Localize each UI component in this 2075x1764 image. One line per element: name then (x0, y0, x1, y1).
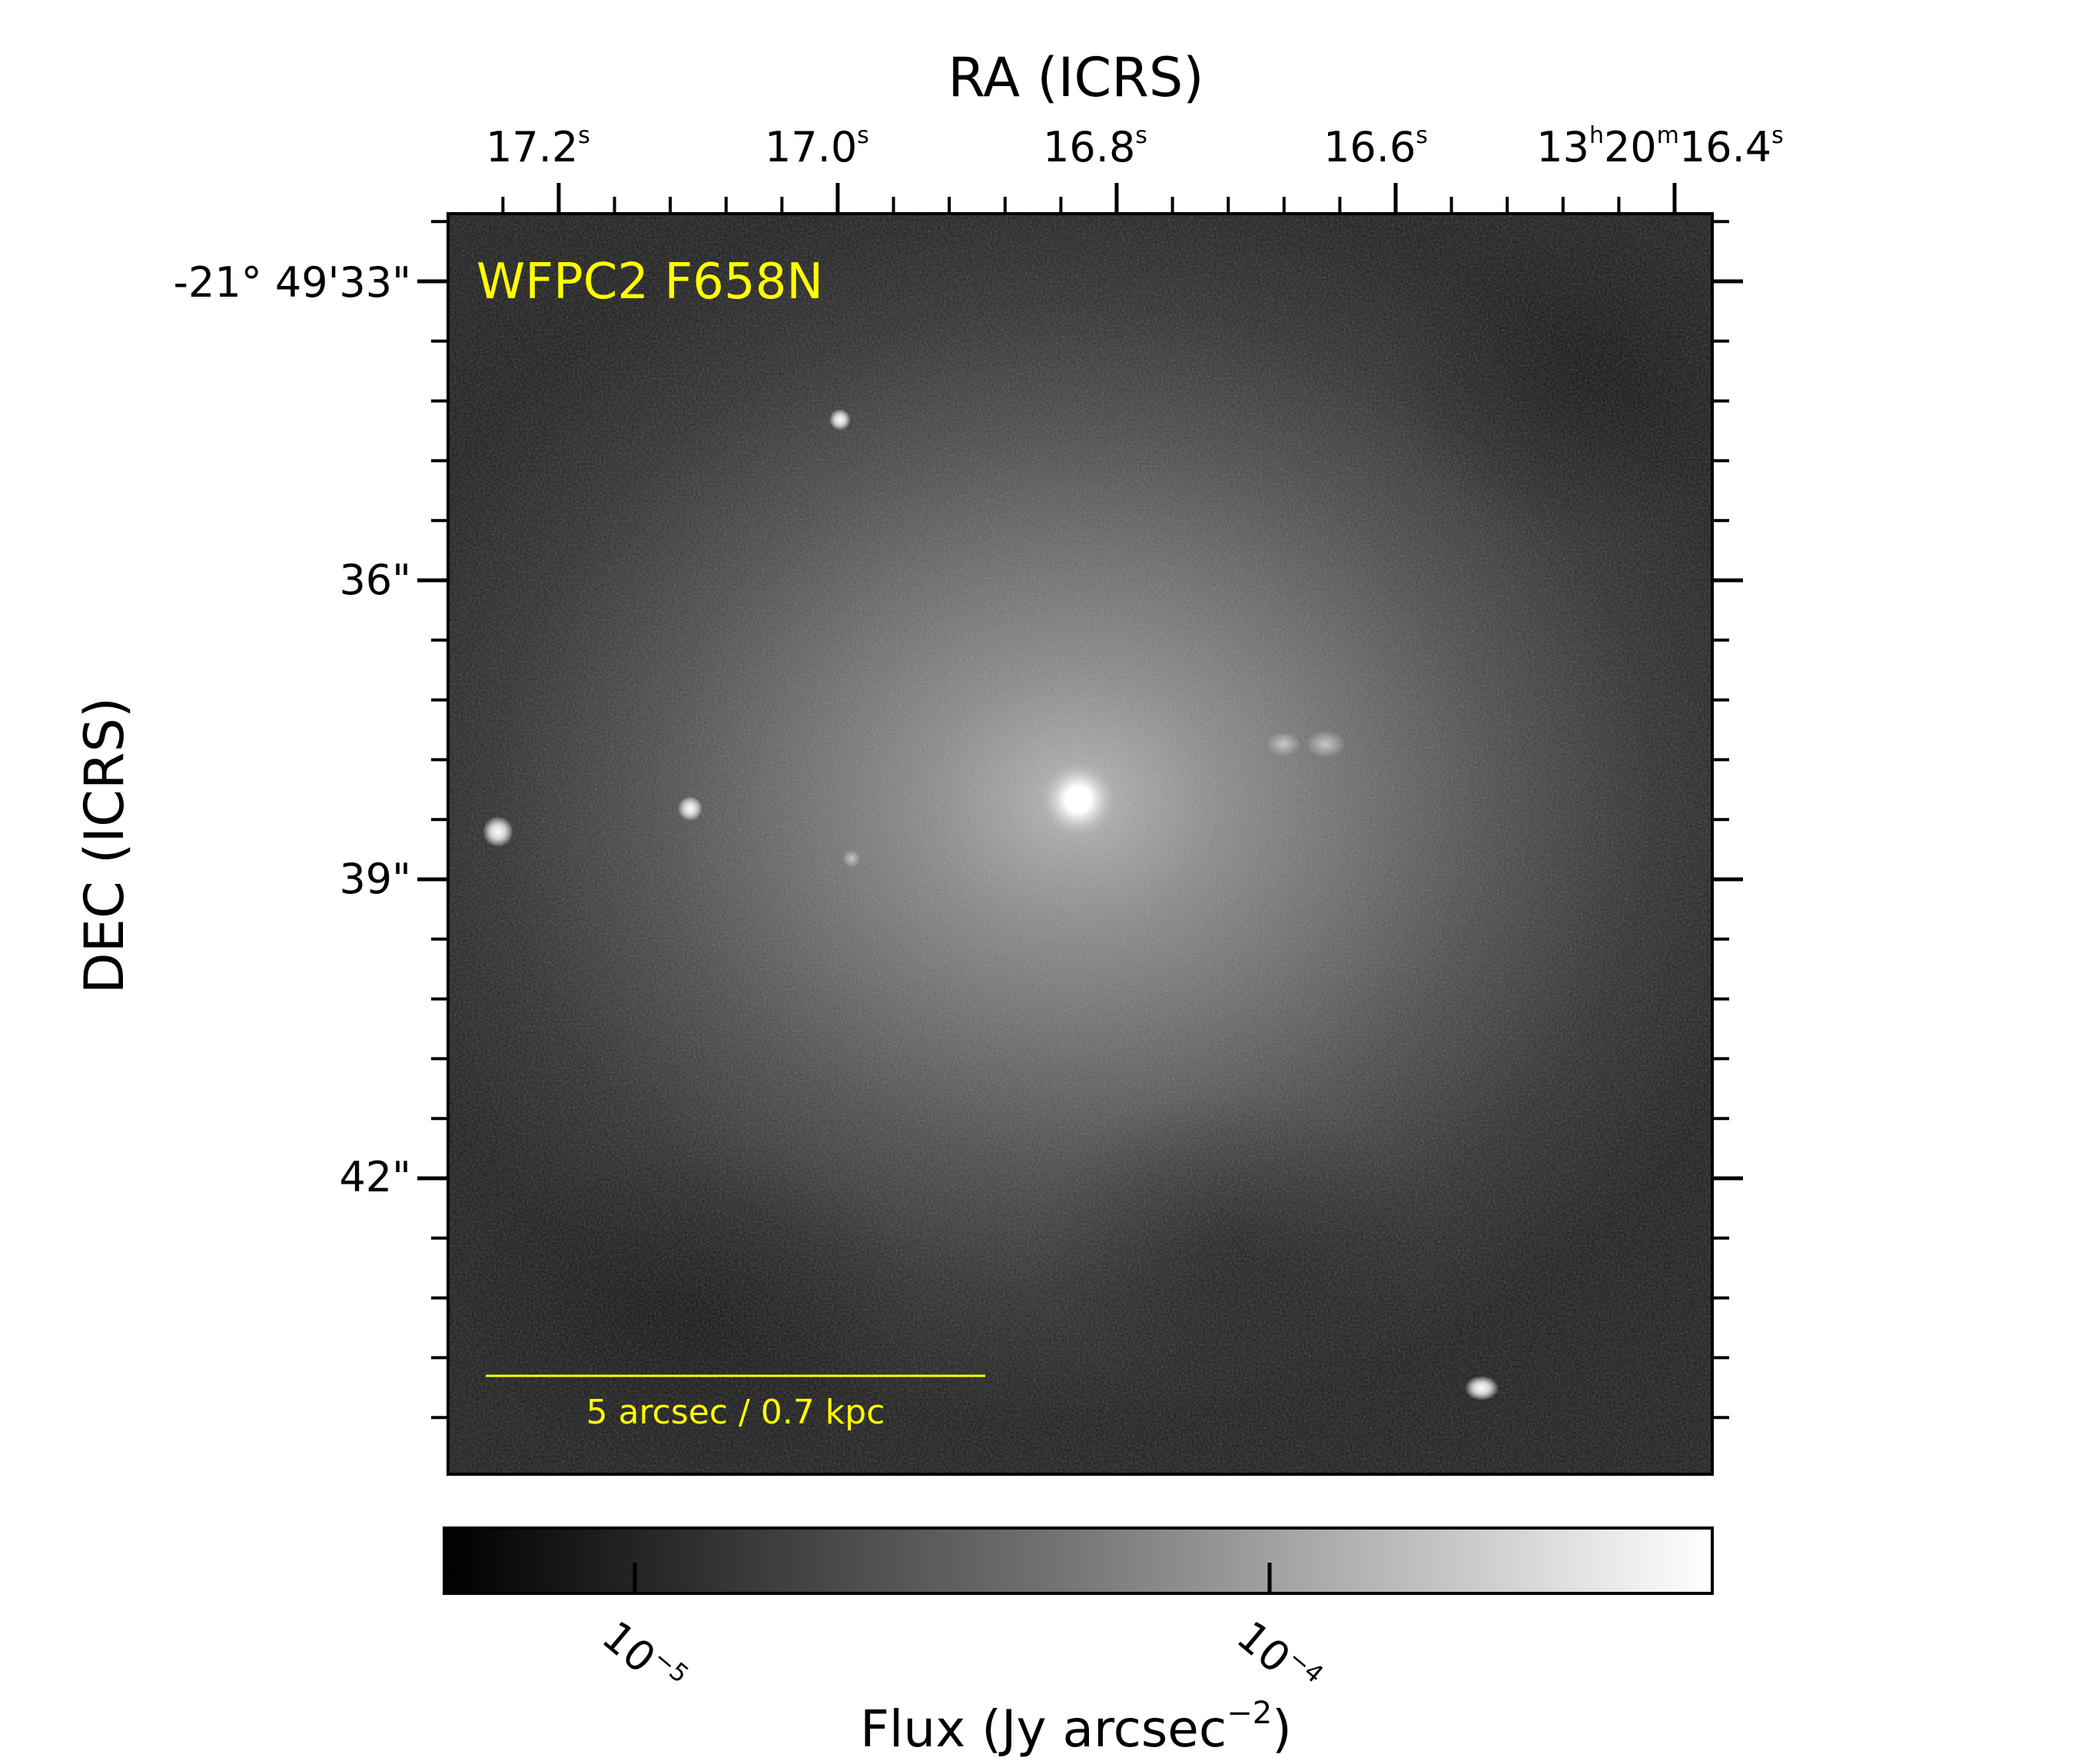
svg-text:10−5: 10−5 (593, 1610, 695, 1706)
colorbar-tick-label: 10−4 (1228, 1610, 1330, 1706)
y-axis-title: DEC (ICRS) (73, 697, 136, 994)
image-frame (447, 212, 1714, 1476)
x-axis-title: RA (ICRS) (948, 46, 1204, 109)
dec-tick-label: 36" (339, 556, 411, 604)
ra-tick-label: 16.6s (1323, 122, 1428, 171)
ra-tick-label: 17.2s (486, 122, 590, 171)
point-source (829, 409, 851, 430)
ra-tick-label: 17.0s (765, 122, 869, 171)
knot (1267, 732, 1300, 756)
ra-tick-labels: 17.2s 17.0s 16.8s 16.6s 13h20m16.4s (486, 122, 1784, 171)
nucleus (1041, 762, 1115, 836)
point-source (842, 849, 861, 868)
knot (1306, 730, 1346, 758)
dec-tick-labels: -21° 49'33" 36" 39" 42" (174, 258, 411, 1201)
dec-tick-label: 39" (339, 855, 411, 903)
colorbar (443, 1526, 1714, 1595)
point-source (678, 796, 702, 821)
ra-tick-label: 16.8s (1043, 122, 1147, 171)
colorbar-tick-label: 10−5 (593, 1610, 695, 1706)
dec-tick-label: -21° 49'33" (174, 258, 411, 307)
sky-image (448, 214, 1712, 1474)
colorbar-title: Flux (Jy arcsec−2) (860, 1696, 1292, 1759)
axis-ticks (417, 183, 1743, 1420)
point-source (483, 816, 513, 847)
filter-label: WFPC2 F658N (476, 254, 823, 311)
svg-text:10−4: 10−4 (1228, 1610, 1330, 1706)
dec-tick-label: 42" (339, 1153, 411, 1201)
point-source (1465, 1376, 1499, 1400)
scale-bar-label: 5 arcsec / 0.7 kpc (586, 1393, 885, 1432)
ra-tick-label: 13h20m16.4s (1536, 122, 1784, 171)
